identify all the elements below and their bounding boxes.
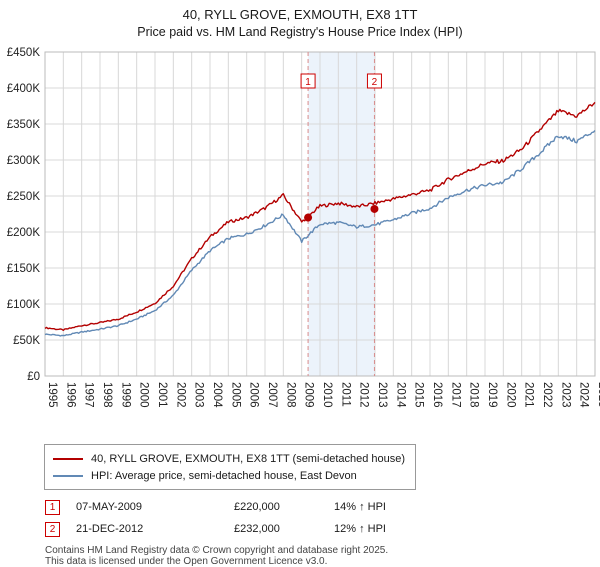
page-subtitle: Price paid vs. HM Land Registry's House … <box>137 25 463 39</box>
x-tick-label: 2017 <box>449 382 461 408</box>
x-tick-label: 2016 <box>431 382 443 408</box>
x-tick-label: 2006 <box>248 382 260 408</box>
x-tick-label: 2004 <box>211 382 223 408</box>
legend-label-hpi: HPI: Average price, semi-detached house,… <box>91 469 357 482</box>
x-tick-label: 2025 <box>596 382 600 408</box>
x-tick-label: 2013 <box>376 382 388 408</box>
x-tick-label: 2009 <box>303 382 315 408</box>
x-tick-label: 2015 <box>413 382 425 408</box>
footer-line-2: This data is licensed under the Open Gov… <box>45 556 328 567</box>
x-tick-label: 2000 <box>138 382 150 408</box>
x-tick-label: 2020 <box>504 382 516 408</box>
x-tick-label: 1998 <box>101 382 113 408</box>
x-tick-label: 2010 <box>321 382 333 408</box>
legend-label-property: 40, RYLL GROVE, EXMOUTH, EX8 1TT (semi-d… <box>91 452 406 465</box>
x-tick-label: 2024 <box>578 382 590 408</box>
page-title: 40, RYLL GROVE, EXMOUTH, EX8 1TT <box>182 7 418 22</box>
y-tick-label: £300K <box>7 155 41 167</box>
y-tick-label: £200K <box>7 227 41 239</box>
license-footer: Contains HM Land Registry data © Crown c… <box>45 545 600 567</box>
chart-header: 40, RYLL GROVE, EXMOUTH, EX8 1TT Price p… <box>0 0 600 44</box>
x-tick-label: 2019 <box>486 382 498 408</box>
sale-2-price: £232,000 <box>234 523 280 535</box>
sale-2-marker-label: 2 <box>45 521 60 537</box>
legend-item-property: 40, RYLL GROVE, EXMOUTH, EX8 1TT (semi-d… <box>53 450 405 467</box>
x-tick-label: 2001 <box>156 382 168 408</box>
legend: 40, RYLL GROVE, EXMOUTH, EX8 1TT (semi-d… <box>44 444 417 490</box>
footer-line-1: Contains HM Land Registry data © Crown c… <box>45 545 389 556</box>
y-tick-label: £350K <box>7 119 41 131</box>
hpi-line-swatch <box>53 474 83 477</box>
sale-flag-box-2 <box>366 73 382 89</box>
x-tick-label: 1997 <box>83 382 95 408</box>
y-tick-label: £50K <box>13 335 40 347</box>
sale-row-2: 2 21-DEC-2012 £232,000 12% ↑ HPI <box>45 521 600 537</box>
sale-1-date: 07-MAY-2009 <box>76 501 143 513</box>
x-tick-label: 2007 <box>266 382 278 408</box>
property-line-swatch <box>53 457 83 460</box>
sale-1-price: £220,000 <box>234 501 280 513</box>
plot-border <box>44 51 596 377</box>
y-tick-label: £150K <box>7 263 41 275</box>
y-tick-label: £100K <box>7 299 41 311</box>
x-tick-label: 2014 <box>394 382 406 408</box>
sale-point-2 <box>370 204 379 213</box>
y-tick-label: £250K <box>7 191 41 203</box>
property-price-line <box>44 101 596 331</box>
x-tick-label: 2018 <box>468 382 480 408</box>
sale-1-marker-label: 1 <box>45 499 60 515</box>
x-tick-label: 1996 <box>64 382 76 408</box>
x-tick-label: 2011 <box>339 382 351 407</box>
y-tick-label: £450K <box>7 47 41 59</box>
sale-row-1: 1 07-MAY-2009 £220,000 14% ↑ HPI <box>45 499 600 515</box>
sale-1-vs-hpi: 14% ↑ HPI <box>334 501 386 513</box>
x-tick-label: 2012 <box>358 382 370 408</box>
sale-annotations: 1 07-MAY-2009 £220,000 14% ↑ HPI 2 21-DE… <box>45 499 600 537</box>
x-tick-label: 2022 <box>541 382 553 408</box>
sale-point-1 <box>304 213 313 222</box>
sale-2-vs-hpi: 12% ↑ HPI <box>334 523 386 535</box>
sale-flag-box-1 <box>300 73 316 89</box>
sale-period-band <box>308 52 375 376</box>
x-tick-label: 2003 <box>193 382 205 408</box>
x-tick-label: 2002 <box>174 382 186 408</box>
sale-flag-label-2: 2 <box>372 77 378 88</box>
x-tick-label: 1995 <box>46 382 58 408</box>
x-tick-label: 2023 <box>559 382 571 408</box>
y-tick-label: £400K <box>7 83 41 95</box>
x-tick-label: 2021 <box>523 382 535 408</box>
sale-flag-label-1: 1 <box>305 77 311 88</box>
x-tick-label: 1999 <box>119 382 131 408</box>
x-tick-label: 2008 <box>284 382 296 408</box>
y-tick-label: £0 <box>27 371 40 383</box>
legend-item-hpi: HPI: Average price, semi-detached house,… <box>53 467 405 484</box>
sale-2-date: 21-DEC-2012 <box>76 523 144 535</box>
x-tick-label: 2005 <box>229 382 241 408</box>
hpi-line <box>44 130 596 337</box>
price-chart: 1995 1996 1997 1998 1999 2000 2001 2002 2003 2004… <box>7 47 600 408</box>
